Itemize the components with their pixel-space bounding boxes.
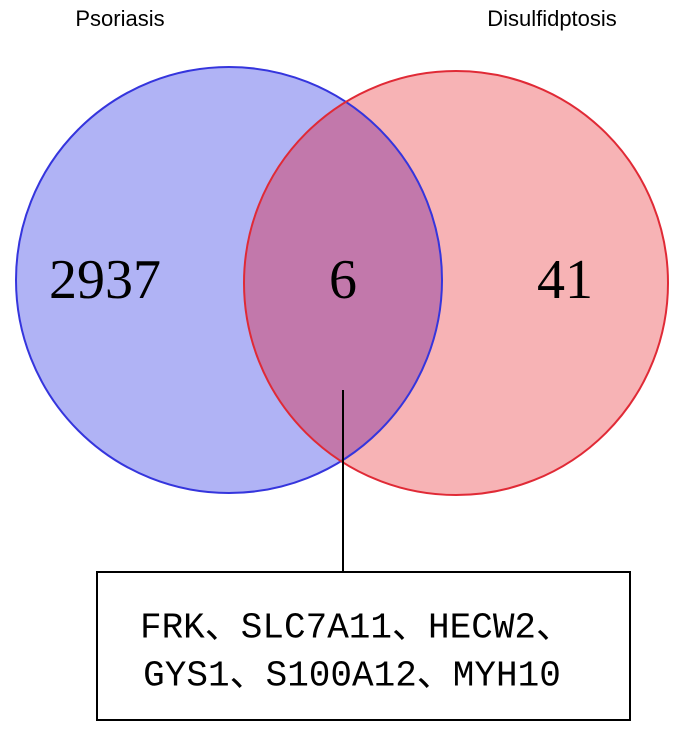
set-count: 41 xyxy=(537,249,593,311)
set-label: Disulfidptosis xyxy=(487,6,617,31)
gene-list: GYS1、S100A12、MYH10 xyxy=(143,656,561,697)
gene-box xyxy=(96,571,631,721)
set-count: 2937 xyxy=(49,249,161,311)
overlap-count: 6 xyxy=(329,249,357,311)
set-outline xyxy=(243,70,669,496)
overlap-region xyxy=(244,71,442,493)
set-outline xyxy=(15,66,443,494)
set-label: Psoriasis xyxy=(75,6,164,31)
gene-list: FRK、SLC7A11、HECW2、 xyxy=(140,608,572,649)
